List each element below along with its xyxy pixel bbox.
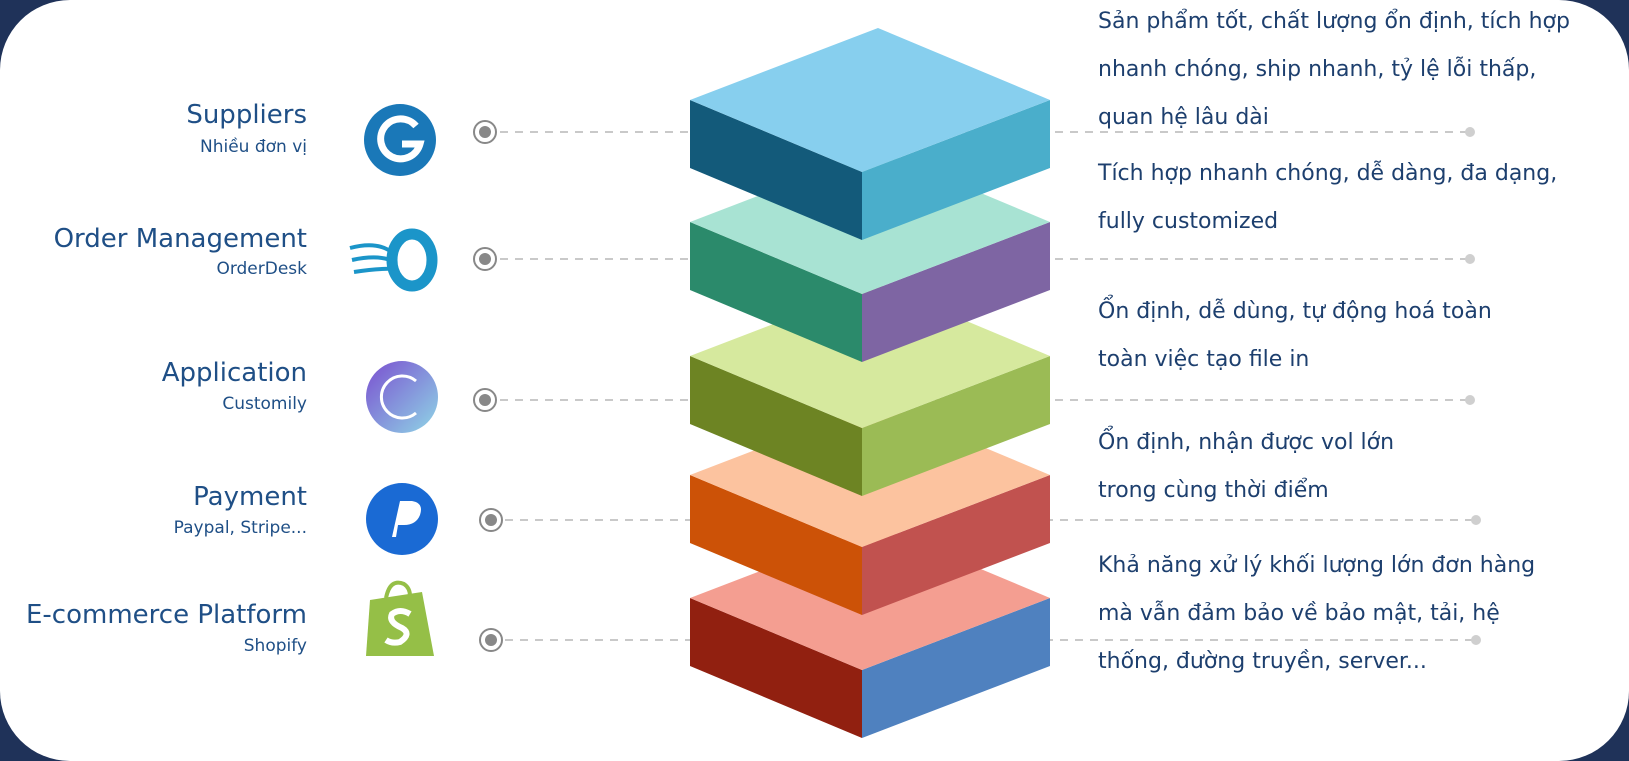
layer-description: Khả năng xử lý khối lượng lớn đơn hàng m… bbox=[1098, 542, 1568, 686]
layer-description: Ổn định, dễ dùng, tự động hoá toàn toàn … bbox=[1098, 288, 1498, 384]
bullet bbox=[480, 509, 502, 531]
bullet bbox=[474, 121, 496, 143]
layer-title: Suppliers bbox=[186, 100, 307, 130]
customily-logo bbox=[366, 361, 438, 433]
layer-description: Tích hợp nhanh chóng, dễ dàng, đa dạng, … bbox=[1098, 150, 1558, 246]
layer-description: Ổn định, nhận được vol lớn trong cùng th… bbox=[1098, 419, 1458, 515]
orderdesk-logo bbox=[350, 234, 432, 286]
paypal-logo bbox=[366, 483, 438, 555]
layer-title: E-commerce Platform bbox=[26, 600, 307, 630]
bullet bbox=[474, 389, 496, 411]
layer-subtitle: Nhiều đơn vị bbox=[200, 137, 307, 157]
layer-title: Application bbox=[162, 358, 307, 388]
suppliers-logo bbox=[364, 104, 436, 176]
end-dot bbox=[1465, 254, 1475, 264]
end-dot bbox=[1465, 395, 1475, 405]
shopify-logo bbox=[366, 583, 434, 656]
layer-title: Order Management bbox=[54, 224, 307, 254]
end-dot bbox=[1471, 515, 1481, 525]
layer-subtitle: Shopify bbox=[244, 636, 307, 656]
bullet bbox=[480, 629, 502, 651]
layer-subtitle: Customily bbox=[222, 394, 307, 414]
bullets bbox=[474, 121, 502, 651]
bullet bbox=[474, 248, 496, 270]
layer-description: Sản phẩm tốt, chất lượng ổn định, tích h… bbox=[1098, 0, 1598, 142]
layer-subtitle: Paypal, Stripe... bbox=[174, 518, 307, 538]
layer-subtitle: OrderDesk bbox=[216, 259, 307, 279]
page: Suppliers Nhiều đơn vị Order Management … bbox=[0, 0, 1629, 761]
layer-title: Payment bbox=[193, 482, 307, 512]
